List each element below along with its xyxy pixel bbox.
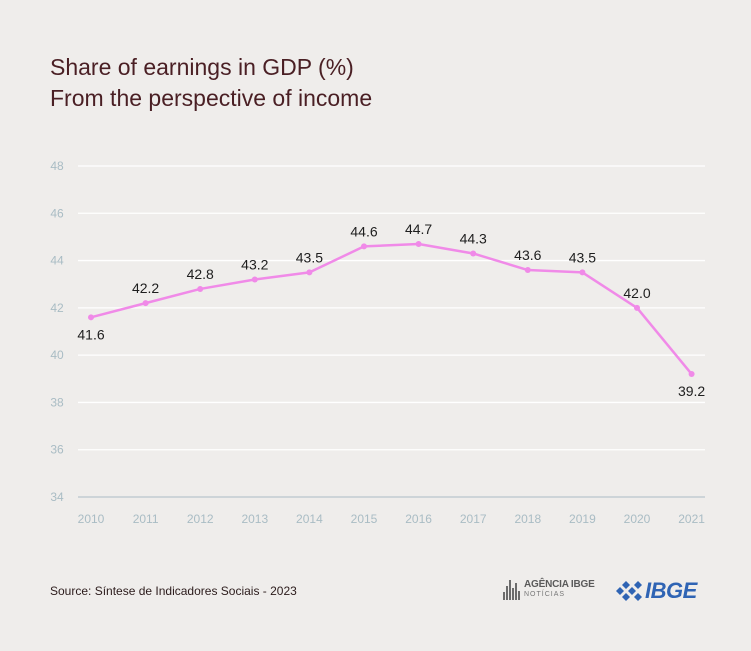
data-label: 42.0: [623, 285, 650, 301]
data-point: [688, 371, 695, 378]
x-tick-label: 2011: [133, 512, 159, 526]
x-axis-tick-labels: 2010 2011 2012 2013 2014 2015 2016 2017 2018 2019…: [78, 512, 706, 526]
ibge-logo: IBGE: [612, 580, 697, 602]
data-point: [634, 304, 640, 311]
agencia-ibge-logo-title: AGÊNCIA IBGE: [524, 579, 595, 590]
grid-lines: [78, 165, 705, 451]
data-label: 44.7: [405, 221, 432, 237]
data-label: 43.2: [241, 256, 268, 272]
y-tick-label: 36: [50, 443, 64, 457]
agencia-ibge-logo-subtitle: NOTÍCIAS: [524, 591, 566, 598]
x-tick-label: 2018: [514, 512, 541, 526]
y-tick-label: 38: [50, 395, 64, 409]
data-label: 44.3: [460, 230, 487, 246]
data-point: [470, 250, 477, 257]
data-label: 43.6: [514, 247, 541, 263]
data-point: [306, 269, 313, 276]
data-point: [579, 269, 586, 276]
source-note: Source: Síntese de Indicadores Sociais -…: [50, 584, 297, 598]
x-tick-label: 2015: [351, 512, 378, 526]
data-label: 41.6: [77, 326, 104, 342]
data-label: 42.2: [132, 280, 159, 296]
data-point: [415, 241, 422, 248]
data-point: [197, 285, 204, 292]
data-label: 44.6: [350, 223, 377, 239]
agencia-ibge-logo: AGÊNCIA IBGE NOTÍCIAS: [503, 580, 595, 600]
y-tick-label: 44: [50, 254, 64, 268]
series-line: [90, 242, 693, 375]
series-earnings-share: [88, 241, 695, 378]
x-tick-label: 2016: [405, 512, 432, 526]
chart-title: Share of earnings in GDP (%) From the pe…: [50, 52, 372, 114]
ibge-diamond-icon: [616, 581, 642, 601]
data-point: [142, 300, 149, 307]
data-label: 43.5: [569, 249, 596, 265]
y-tick-label: 40: [50, 348, 64, 362]
chart-title-line1: Share of earnings in GDP (%): [50, 54, 354, 80]
ibge-logo-wordmark: IBGE: [645, 578, 697, 603]
y-tick-label: 34: [50, 490, 64, 504]
data-label: 39.2: [678, 383, 705, 399]
data-point: [251, 276, 258, 283]
y-tick-label: 46: [50, 206, 64, 220]
x-tick-label: 2013: [241, 512, 268, 526]
data-label: 42.8: [187, 266, 214, 282]
agencia-ibge-mark-icon: [503, 580, 520, 600]
data-point: [524, 267, 531, 274]
data-labels: 41.6 42.2 42.8 43.2 43.5 44.6 44.7 44.3 43.6 43.5…: [77, 221, 705, 399]
x-tick-label: 2019: [569, 512, 596, 526]
data-point: [361, 243, 367, 250]
y-tick-label: 48: [50, 159, 64, 173]
data-label: 43.5: [296, 249, 323, 265]
x-tick-label: 2021: [678, 512, 705, 526]
x-tick-label: 2020: [624, 512, 651, 526]
data-point: [88, 314, 94, 321]
x-tick-label: 2012: [187, 512, 214, 526]
y-axis-tick-labels: 34 36 38 40 42 44 46 48: [50, 159, 64, 504]
x-tick-label: 2014: [296, 512, 323, 526]
x-tick-label: 2017: [460, 512, 487, 526]
chart-subtitle: From the perspective of income: [50, 85, 373, 111]
x-tick-label: 2010: [78, 512, 105, 526]
y-tick-label: 42: [50, 301, 64, 315]
